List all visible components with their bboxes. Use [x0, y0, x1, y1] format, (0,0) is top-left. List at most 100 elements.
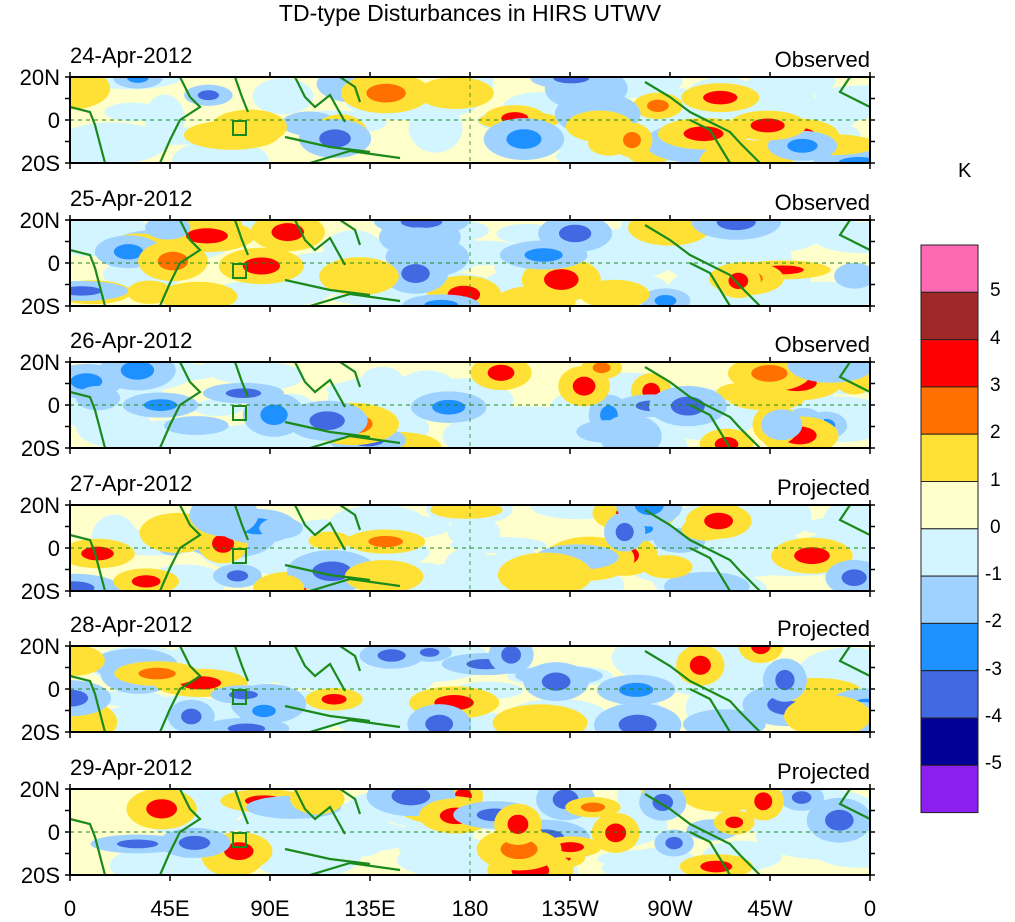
x-tick-label: 45W [747, 896, 793, 921]
panel-date: 27-Apr-2012 [70, 471, 193, 496]
anomaly-core [623, 132, 641, 149]
anomaly-core [580, 802, 606, 812]
coastline [294, 362, 346, 408]
anomaly-blob [308, 531, 352, 550]
anomaly-core [366, 83, 406, 103]
region-box [232, 548, 247, 564]
anomaly-core [553, 77, 590, 84]
anomaly-blob [75, 385, 121, 411]
coastline [294, 505, 346, 551]
anomaly-blob [492, 704, 588, 732]
anomaly-core [541, 672, 571, 691]
x-tick-label: 135E [344, 896, 396, 921]
colorbar-swatch [920, 575, 979, 624]
coastline [284, 420, 371, 439]
anomaly-core [127, 77, 149, 83]
anomaly-core [592, 362, 611, 374]
anomaly-core [500, 839, 538, 860]
panel-status: Observed [774, 190, 870, 215]
colorbar-label: 2 [990, 422, 1001, 444]
coastline [284, 847, 371, 866]
anomaly-core [377, 649, 406, 662]
anomaly-core [704, 512, 734, 530]
anomaly-core [654, 294, 677, 306]
y-tick-label: 0 [47, 536, 60, 561]
map-panel [70, 505, 870, 591]
coastline [158, 789, 202, 875]
y-tick-label: 20N [19, 634, 60, 659]
anomaly-core [226, 570, 249, 582]
coastline [339, 220, 362, 246]
anomaly-blob [497, 552, 593, 591]
coastline [284, 704, 371, 723]
anomaly-core [70, 581, 95, 591]
coastline [294, 220, 346, 266]
coastline [644, 509, 761, 591]
anomaly-core [400, 220, 443, 229]
anomaly-blob [417, 77, 494, 110]
x-tick-label: 135W [541, 896, 599, 921]
anomaly-core [838, 157, 870, 163]
anomaly-blob [430, 505, 503, 519]
coastline [339, 646, 362, 672]
anomaly-core [432, 399, 466, 415]
anomaly-core [391, 789, 431, 806]
coastline [294, 646, 346, 692]
y-tick-label: 20S [20, 720, 60, 745]
colorbar-swatch [920, 528, 979, 577]
colorbar-label: -5 [985, 753, 1002, 775]
coastline [689, 547, 731, 591]
anomaly-core [558, 224, 592, 243]
colorbar-swatch [920, 386, 979, 435]
anomaly-core [615, 522, 634, 542]
anomaly-core [197, 90, 219, 101]
panel-status: Projected [777, 759, 870, 784]
panel-date: 24-Apr-2012 [70, 43, 193, 68]
coastline [284, 563, 371, 582]
anomaly-core [401, 264, 430, 284]
anomaly-core [544, 269, 579, 290]
anomaly-core [791, 791, 812, 804]
y-tick-label: 20S [20, 294, 60, 319]
y-tick-label: 0 [47, 251, 60, 276]
coastline [838, 220, 870, 251]
y-tick-label: 20S [20, 151, 60, 176]
y-tick-label: 20N [19, 777, 60, 802]
anomaly-blob [787, 362, 870, 383]
anomaly-blob [262, 574, 305, 591]
colorbar-label: -3 [985, 658, 1002, 680]
anomaly-core [70, 286, 102, 296]
anomaly-core [501, 646, 522, 664]
coastline [158, 505, 202, 591]
anomaly-core [120, 362, 155, 380]
anomaly-core [146, 799, 178, 819]
region-box [232, 405, 247, 421]
coastline [70, 533, 107, 591]
anomaly-core [754, 792, 773, 811]
map-panel [70, 220, 870, 306]
anomaly-core [841, 569, 867, 586]
coastline [644, 366, 761, 448]
coastline [284, 135, 371, 154]
anomaly-core [321, 693, 347, 705]
anomaly-core [725, 816, 744, 829]
anomaly-core [619, 682, 654, 697]
anomaly-core [618, 714, 657, 732]
coastline [644, 224, 761, 306]
coastline [158, 646, 202, 732]
anomaly-blob [784, 695, 870, 732]
anomaly-core [794, 547, 830, 565]
coastline [689, 119, 731, 163]
colorbar-label: -4 [985, 706, 1002, 727]
coastline [838, 646, 870, 677]
anomaly-core [229, 690, 258, 700]
colorbar-label: 4 [990, 327, 1001, 349]
anomaly-core [225, 388, 262, 399]
anomaly-core [556, 842, 584, 853]
map-panel [70, 789, 870, 875]
coastline [233, 362, 250, 398]
anomaly-core [425, 714, 454, 732]
anomaly-core [716, 220, 756, 231]
anomaly-blob [834, 262, 870, 289]
